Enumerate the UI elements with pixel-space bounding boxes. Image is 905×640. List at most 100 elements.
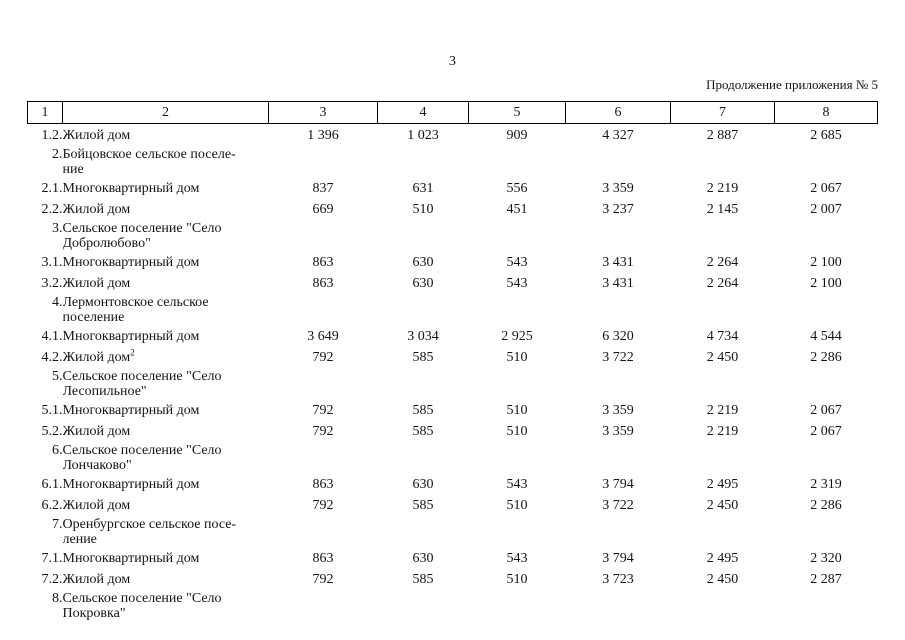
row-label-text: Жилой дом (62, 497, 131, 513)
value-cell: 510 (412, 201, 434, 217)
row-label-text: Многоквартирный дом (62, 550, 200, 566)
row-label: Многоквартирный дом (63, 325, 269, 346)
group-row: 4. Лермонтовское сельское поселение (28, 293, 878, 325)
value-cell: 3 431 (602, 254, 634, 270)
value-cell: 3 649 (307, 328, 339, 344)
value-cell (469, 293, 566, 325)
group-row: 6. Сельское поселение "Село Лончаково" (28, 441, 878, 473)
value-cell: 2 319 (810, 476, 842, 492)
row-label-text: Жилой дом (62, 349, 131, 365)
row-number: 7.1. (41, 550, 63, 566)
page-number: 3 (449, 54, 456, 69)
value-cell: 510 (506, 497, 528, 513)
row-label: Многоквартирный дом (63, 251, 269, 272)
row-label-text: Лермонтовское сельское поселение (62, 294, 209, 325)
value-cell: 792 (312, 497, 334, 513)
value-cell: 2 685 (810, 128, 842, 143)
column-header-1: 1 (27, 101, 63, 124)
row-number: 6.1. (41, 476, 63, 492)
value-cell: 2 067 (810, 180, 842, 196)
row-label: Жилой дом (63, 198, 269, 219)
value-cell: 863 (312, 550, 334, 566)
column-header-5: 5 (468, 101, 566, 124)
value-cell: 510 (506, 423, 528, 439)
value-cell (671, 367, 775, 399)
value-cell: 2 264 (706, 254, 739, 270)
value-cell (671, 219, 775, 251)
row-number: 6. (52, 442, 63, 458)
row-label-text: Жилой дом (62, 571, 131, 587)
row-number: 5. (52, 368, 63, 384)
value-cell (378, 589, 469, 621)
value-cell: 2 287 (810, 571, 842, 587)
row-label-text: Сельское поселение "Село Добролюбово" (62, 220, 222, 251)
column-header-8: 8 (774, 101, 878, 124)
row-number: 2.1. (41, 180, 63, 196)
footnote-marker: 2 (130, 346, 135, 357)
value-cell: 3 722 (602, 497, 634, 513)
value-cell (469, 219, 566, 251)
table-row: 3.2. Жилой дом 863 630 543 3 431 2 264 2 100 (28, 272, 878, 293)
continuation-note: Продолжение приложения № 5 (706, 77, 878, 92)
value-cell (671, 589, 775, 621)
value-cell: 2 100 (810, 254, 842, 270)
table-row: 4.1. Многоквартирный дом 3 649 3 034 2 925 6 … (28, 325, 878, 346)
row-label: Лермонтовское сельское поселение (63, 293, 269, 325)
row-label: Жилой дом (63, 420, 269, 441)
row-label: Сельское поселение "Село Покровка" (63, 589, 269, 621)
value-cell: 2 145 (706, 201, 739, 217)
value-cell: 2 100 (810, 275, 842, 291)
value-cell: 631 (412, 180, 434, 196)
value-cell (775, 145, 878, 177)
group-row: 8. Сельское поселение "Село Покровка" (28, 589, 878, 621)
table-row: 5.2. Жилой дом 792 585 510 3 359 2 219 2 067 (28, 420, 878, 441)
table-row: 6.2. Жилой дом 792 585 510 3 722 2 450 2 286 (28, 494, 878, 515)
value-cell (566, 219, 671, 251)
value-cell: 863 (312, 275, 334, 291)
value-cell: 2 067 (810, 402, 842, 418)
value-cell (469, 367, 566, 399)
value-cell: 3 359 (602, 423, 634, 439)
value-cell: 837 (312, 180, 334, 196)
value-cell: 543 (506, 550, 528, 566)
table-row: 7.1. Многоквартирный дом 863 630 543 3 794 2 4… (28, 547, 878, 568)
row-label: Многоквартирный дом (63, 473, 269, 494)
group-row: 5. Сельское поселение "Село Лесопильное" (28, 367, 878, 399)
value-cell (269, 441, 378, 473)
value-cell: 585 (412, 571, 434, 587)
row-label: Сельское поселение "Село Лесопильное" (63, 367, 269, 399)
value-cell: 792 (312, 571, 334, 587)
value-cell (378, 219, 469, 251)
value-cell: 510 (506, 402, 528, 418)
value-cell (671, 441, 775, 473)
value-cell: 4 544 (810, 328, 842, 344)
value-cell (469, 589, 566, 621)
value-cell: 1 023 (407, 128, 439, 143)
value-cell (269, 367, 378, 399)
row-label-text: Многоквартирный дом (62, 476, 200, 492)
value-cell: 909 (506, 128, 528, 143)
value-cell: 630 (412, 254, 434, 270)
row-label: Многоквартирный дом (63, 177, 269, 198)
value-cell: 3 359 (602, 402, 634, 418)
group-row: 2. Бойцовское сельское поселе- ние (28, 145, 878, 177)
row-number: 5.1. (41, 402, 63, 418)
value-cell (269, 589, 378, 621)
value-cell (469, 441, 566, 473)
table-row: 7.2. Жилой дом 792 585 510 3 723 2 450 2 287 (28, 568, 878, 589)
column-header-7: 7 (670, 101, 775, 124)
row-label-text: Сельское поселение "Село Покровка" (62, 590, 222, 621)
value-cell: 2 925 (501, 328, 533, 344)
value-cell: 2 219 (706, 180, 739, 196)
row-number: 7. (52, 516, 63, 532)
row-label-text: Оренбургское сельское посе- ление (62, 516, 237, 547)
row-label-text: Жилой дом (62, 128, 131, 143)
table-row: 6.1. Многоквартирный дом 863 630 543 3 794 2 4… (28, 473, 878, 494)
row-label: Жилой дом (63, 124, 269, 145)
value-cell (566, 515, 671, 547)
row-label-text: Многоквартирный дом (62, 254, 200, 270)
value-cell: 4 734 (706, 328, 739, 344)
value-cell: 3 723 (602, 571, 634, 587)
